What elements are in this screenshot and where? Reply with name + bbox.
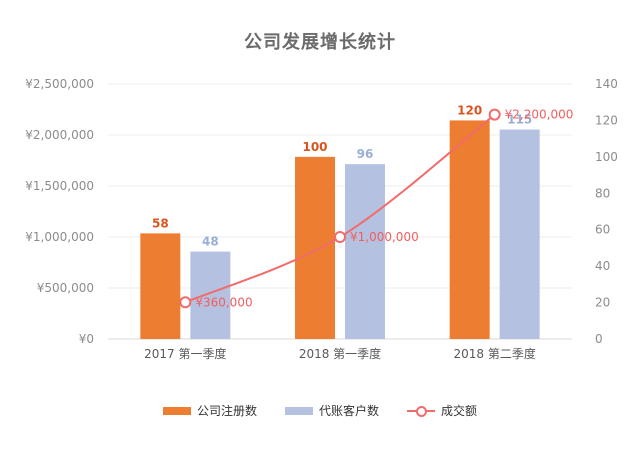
bar bbox=[345, 164, 385, 339]
y-right-tick-label: 0 bbox=[595, 332, 603, 346]
y-right-tick-label: 120 bbox=[595, 113, 618, 127]
line-data-label: ¥1,000,000 bbox=[350, 230, 419, 244]
line-data-label: ¥360,000 bbox=[195, 295, 252, 309]
line-data-label: ¥2,200,000 bbox=[505, 108, 574, 122]
bar-data-label: 100 bbox=[302, 140, 327, 154]
line-point bbox=[488, 108, 501, 121]
legend-label-turnover: 成交额 bbox=[441, 404, 478, 418]
y-right-tick-label: 100 bbox=[595, 150, 618, 164]
bar-data-label: 115 bbox=[507, 113, 532, 127]
y-left-tick-label: ¥0 bbox=[79, 332, 94, 346]
chart-title: 公司发展增长统计 bbox=[244, 32, 396, 53]
bar bbox=[449, 120, 490, 339]
bar-data-label: 48 bbox=[202, 235, 219, 249]
y-left-tick-label: ¥500,000 bbox=[37, 281, 94, 295]
bar-data-label: 120 bbox=[457, 103, 482, 117]
legend-swatch-clients bbox=[284, 406, 313, 415]
legend-item-registrations[interactable]: 公司注册数 bbox=[162, 402, 257, 419]
bar bbox=[140, 233, 181, 339]
y-right-tick-label: 40 bbox=[595, 259, 610, 273]
line-point bbox=[334, 231, 346, 243]
chart-legend: 公司注册数 代账客户数 成交额 bbox=[0, 402, 640, 419]
y-left-tick-label: ¥1,000,000 bbox=[25, 230, 94, 244]
legend-label-registrations: 公司注册数 bbox=[196, 404, 257, 418]
y-left-tick-label: ¥2,000,000 bbox=[25, 128, 94, 142]
y-right-tick-label: 140 bbox=[595, 77, 618, 91]
y-right-tick-label: 60 bbox=[595, 223, 610, 237]
line-turnover bbox=[184, 113, 496, 304]
legend-swatch-registrations bbox=[162, 406, 191, 415]
bar-data-label: 96 bbox=[357, 147, 374, 161]
bar-data-label: 58 bbox=[152, 216, 169, 230]
bar bbox=[499, 129, 540, 339]
line-point bbox=[179, 296, 192, 309]
y-right-tick-label: 20 bbox=[595, 296, 610, 310]
bar bbox=[295, 156, 335, 339]
x-tick-label: 2018 第二季度 bbox=[453, 346, 535, 361]
x-tick-label: 2018 第一季度 bbox=[299, 346, 381, 361]
legend-item-clients[interactable]: 代账客户数 bbox=[284, 402, 379, 419]
legend-swatch-turnover bbox=[407, 405, 435, 417]
bar bbox=[190, 251, 231, 339]
legend-label-clients: 代账客户数 bbox=[318, 404, 379, 418]
y-left-tick-label: ¥1,500,000 bbox=[25, 179, 94, 193]
y-right-tick-label: 80 bbox=[595, 186, 610, 200]
y-left-tick-label: ¥2,500,000 bbox=[25, 77, 94, 91]
x-tick-label: 2017 第一季度 bbox=[144, 346, 226, 361]
legend-item-turnover[interactable]: 成交额 bbox=[407, 402, 477, 419]
